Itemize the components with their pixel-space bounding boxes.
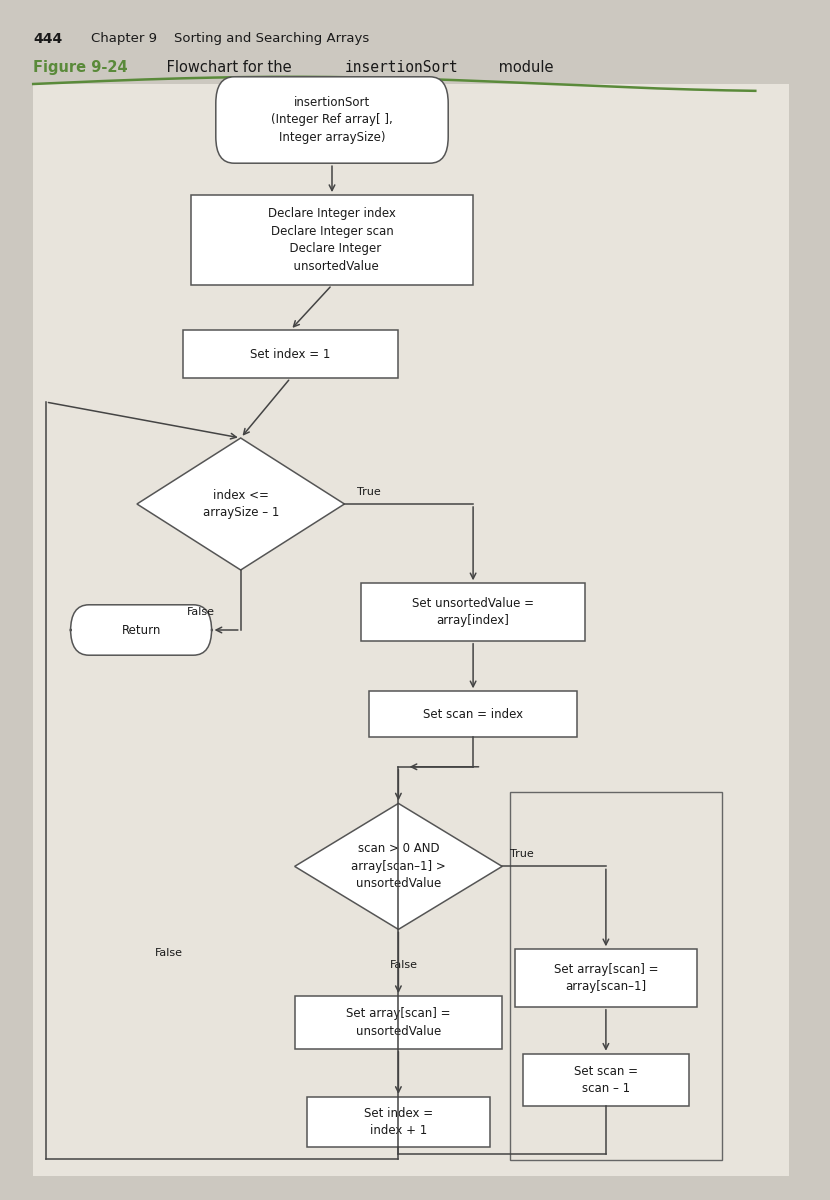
Text: insertionSort
(Integer Ref array[ ],
Integer arraySize): insertionSort (Integer Ref array[ ], Int… <box>271 96 393 144</box>
FancyBboxPatch shape <box>183 330 398 378</box>
Text: 444: 444 <box>33 32 62 47</box>
Text: True: True <box>510 850 535 859</box>
Text: Chapter 9    Sorting and Searching Arrays: Chapter 9 Sorting and Searching Arrays <box>91 32 369 46</box>
Text: scan > 0 AND
array[scan–1] >
unsortedValue: scan > 0 AND array[scan–1] > unsortedVal… <box>351 842 446 890</box>
Text: module: module <box>494 60 554 74</box>
Text: Set index = 1: Set index = 1 <box>251 348 330 360</box>
FancyBboxPatch shape <box>307 1097 490 1147</box>
FancyBboxPatch shape <box>515 949 697 1007</box>
Text: index <=
arraySize – 1: index <= arraySize – 1 <box>203 488 279 520</box>
Text: insertionSort: insertionSort <box>344 60 458 74</box>
Polygon shape <box>137 438 344 570</box>
Text: False: False <box>390 960 418 971</box>
Text: Flowchart for the: Flowchart for the <box>162 60 296 74</box>
FancyBboxPatch shape <box>369 691 577 737</box>
Text: False: False <box>187 607 215 617</box>
Text: Set unsortedValue =
array[index]: Set unsortedValue = array[index] <box>413 596 534 628</box>
Text: Set array[scan] =
array[scan–1]: Set array[scan] = array[scan–1] <box>554 962 658 994</box>
FancyBboxPatch shape <box>71 605 212 655</box>
FancyBboxPatch shape <box>361 583 585 641</box>
FancyBboxPatch shape <box>216 77 448 163</box>
FancyBboxPatch shape <box>191 194 473 284</box>
Text: True: True <box>357 487 381 497</box>
Text: Set array[scan] =
unsortedValue: Set array[scan] = unsortedValue <box>346 1007 451 1038</box>
Text: Figure 9-24: Figure 9-24 <box>33 60 128 74</box>
FancyBboxPatch shape <box>295 996 502 1049</box>
Text: Set index =
index + 1: Set index = index + 1 <box>364 1106 433 1138</box>
Text: Set scan =
scan – 1: Set scan = scan – 1 <box>574 1064 638 1096</box>
Text: Set scan = index: Set scan = index <box>423 708 523 720</box>
Text: Declare Integer index
Declare Integer scan
  Declare Integer
  unsortedValue: Declare Integer index Declare Integer sc… <box>268 208 396 272</box>
FancyBboxPatch shape <box>523 1054 689 1106</box>
Text: False: False <box>155 948 183 959</box>
Polygon shape <box>295 804 502 929</box>
Text: Return: Return <box>121 624 161 636</box>
